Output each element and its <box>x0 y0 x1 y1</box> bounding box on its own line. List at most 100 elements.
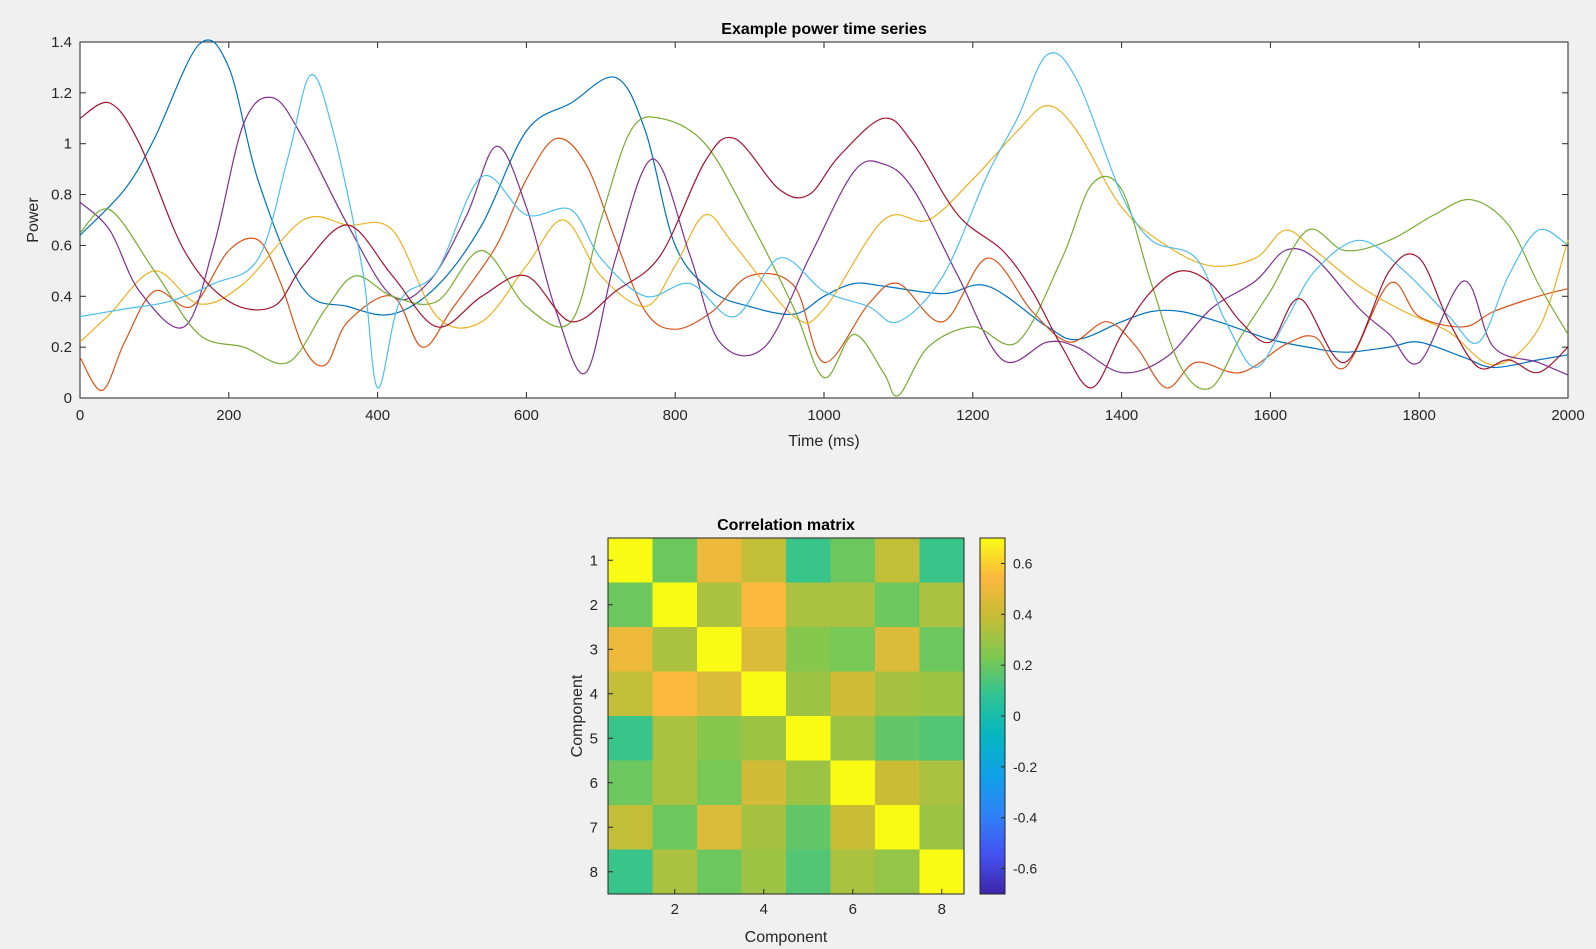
heatmap-x-axis-label: Component <box>745 929 828 946</box>
heatmap-cell <box>919 627 965 672</box>
heatmap-cell <box>786 805 831 850</box>
heatmap-cell <box>786 582 831 628</box>
heatmap-y-axis-label: Component <box>569 674 586 757</box>
colorbar-tick-label: 0.6 <box>1013 555 1033 571</box>
heatmap-cell <box>786 627 831 672</box>
heatmap-cell <box>830 805 876 850</box>
heatmap-cell <box>786 760 831 806</box>
line-x-tick-label: 200 <box>216 407 241 424</box>
heatmap-cell <box>830 627 876 672</box>
heatmap-y-tick-label: 7 <box>590 819 598 836</box>
heatmap-y-tick-label: 5 <box>590 730 598 747</box>
heatmap-cell <box>875 627 920 672</box>
line-y-tick-label: 1 <box>64 136 72 153</box>
line-y-tick-label: 0.6 <box>51 237 72 254</box>
heatmap-x-tick-label: 4 <box>760 901 768 918</box>
line-y-axis: 0 0.2 0.4 0.6 0.8 1 1.2 1.4 <box>51 34 1568 407</box>
heatmap-cell <box>919 849 965 895</box>
line-series-5 <box>79 116 1569 397</box>
line-y-axis-label: Power <box>25 197 42 243</box>
heatmap-cell <box>741 849 787 895</box>
heatmap-y-tick-label: 4 <box>590 686 598 703</box>
heatmap-y-tick-label: 6 <box>590 775 598 792</box>
line-series-4 <box>79 96 1569 376</box>
heatmap-x-axis: 2 4 6 8 <box>671 889 946 918</box>
heatmap-cell <box>741 760 787 806</box>
heatmap-cell <box>919 760 965 806</box>
line-x-axis-label: Time (ms) <box>788 433 859 450</box>
line-x-tick-label: 1400 <box>1105 407 1138 424</box>
heatmap-cell <box>697 716 742 761</box>
heatmap-chart: 2 4 6 8 1 2 3 4 5 6 7 8 Correlation matrix Compone… <box>569 517 965 946</box>
heatmap-cell <box>875 538 920 583</box>
line-x-tick-label: 600 <box>514 407 539 424</box>
heatmap-cell <box>697 582 742 628</box>
heatmap-cell <box>919 716 965 761</box>
heatmap-cell <box>830 538 876 583</box>
heatmap-cell <box>830 716 876 761</box>
heatmap-cell <box>608 671 653 717</box>
heatmap-x-tick-label: 2 <box>671 901 679 918</box>
line-x-tick-label: 0 <box>76 407 84 424</box>
heatmap-cell <box>830 671 876 717</box>
heatmap-y-tick-label: 1 <box>590 552 598 569</box>
line-series-1 <box>79 39 1569 369</box>
colorbar: 0.6 0.4 0.2 0 -0.2 -0.4 -0.6 <box>979 537 1037 895</box>
heatmap-cell <box>919 538 965 583</box>
heatmap-cell <box>741 671 787 717</box>
line-x-tick-label: 800 <box>663 407 688 424</box>
line-y-tick-label: 0.8 <box>51 187 72 204</box>
colorbar-tick-label: -0.6 <box>1013 861 1037 877</box>
line-x-tick-label: 1600 <box>1254 407 1287 424</box>
heatmap-cell <box>697 805 742 850</box>
heatmap-cell <box>652 805 698 850</box>
line-series-6 <box>79 52 1569 389</box>
line-series-2 <box>79 137 1569 391</box>
heatmap-cell <box>741 582 787 628</box>
heatmap-cell <box>608 582 653 628</box>
heatmap-title: Correlation matrix <box>717 517 855 534</box>
heatmap-cell <box>652 538 698 583</box>
heatmap-cell <box>830 849 876 895</box>
heatmap-cell <box>741 538 787 583</box>
heatmap-cell <box>875 849 920 895</box>
heatmap-cell <box>652 760 698 806</box>
heatmap-cell <box>608 716 653 761</box>
heatmap-cell <box>830 582 876 628</box>
line-x-tick-label: 1200 <box>956 407 989 424</box>
line-y-tick-label: 1.4 <box>51 34 72 51</box>
heatmap-cell <box>919 805 965 850</box>
colorbar-gradient <box>979 537 1006 895</box>
heatmap-cell <box>786 849 831 895</box>
colorbar-tick-label: 0 <box>1013 708 1021 724</box>
heatmap-cell <box>608 627 653 672</box>
heatmap-y-tick-label: 8 <box>590 864 598 881</box>
heatmap-y-tick-label: 2 <box>590 597 598 614</box>
colorbar-tick-label: -0.2 <box>1013 759 1037 775</box>
heatmap-cell <box>608 849 653 895</box>
heatmap-cell <box>608 538 653 583</box>
line-y-tick-label: 1.2 <box>51 85 72 102</box>
line-y-tick-label: 0 <box>64 390 72 407</box>
heatmap-cell <box>652 849 698 895</box>
line-x-tick-label: 2000 <box>1551 407 1584 424</box>
line-y-tick-label: 0.2 <box>51 339 72 356</box>
line-chart-title: Example power time series <box>721 21 927 38</box>
heatmap-cell <box>786 671 831 717</box>
heatmap-cell <box>741 805 787 850</box>
heatmap-cell <box>697 671 742 717</box>
heatmap-cell <box>875 671 920 717</box>
heatmap-cell <box>652 627 698 672</box>
heatmap-cell <box>697 760 742 806</box>
heatmap-x-tick-label: 6 <box>849 901 857 918</box>
line-x-tick-label: 1800 <box>1403 407 1436 424</box>
line-y-tick-label: 0.4 <box>51 288 72 305</box>
heatmap-cell <box>697 538 742 583</box>
heatmap-cell <box>786 538 831 583</box>
heatmap-cell <box>652 671 698 717</box>
line-chart: 0 200 400 600 800 1000 1200 1400 1600 1800 2000 00… <box>25 21 1585 450</box>
line-series-group <box>79 39 1569 397</box>
line-x-tick-label: 400 <box>365 407 390 424</box>
heatmap-cell <box>608 760 653 806</box>
